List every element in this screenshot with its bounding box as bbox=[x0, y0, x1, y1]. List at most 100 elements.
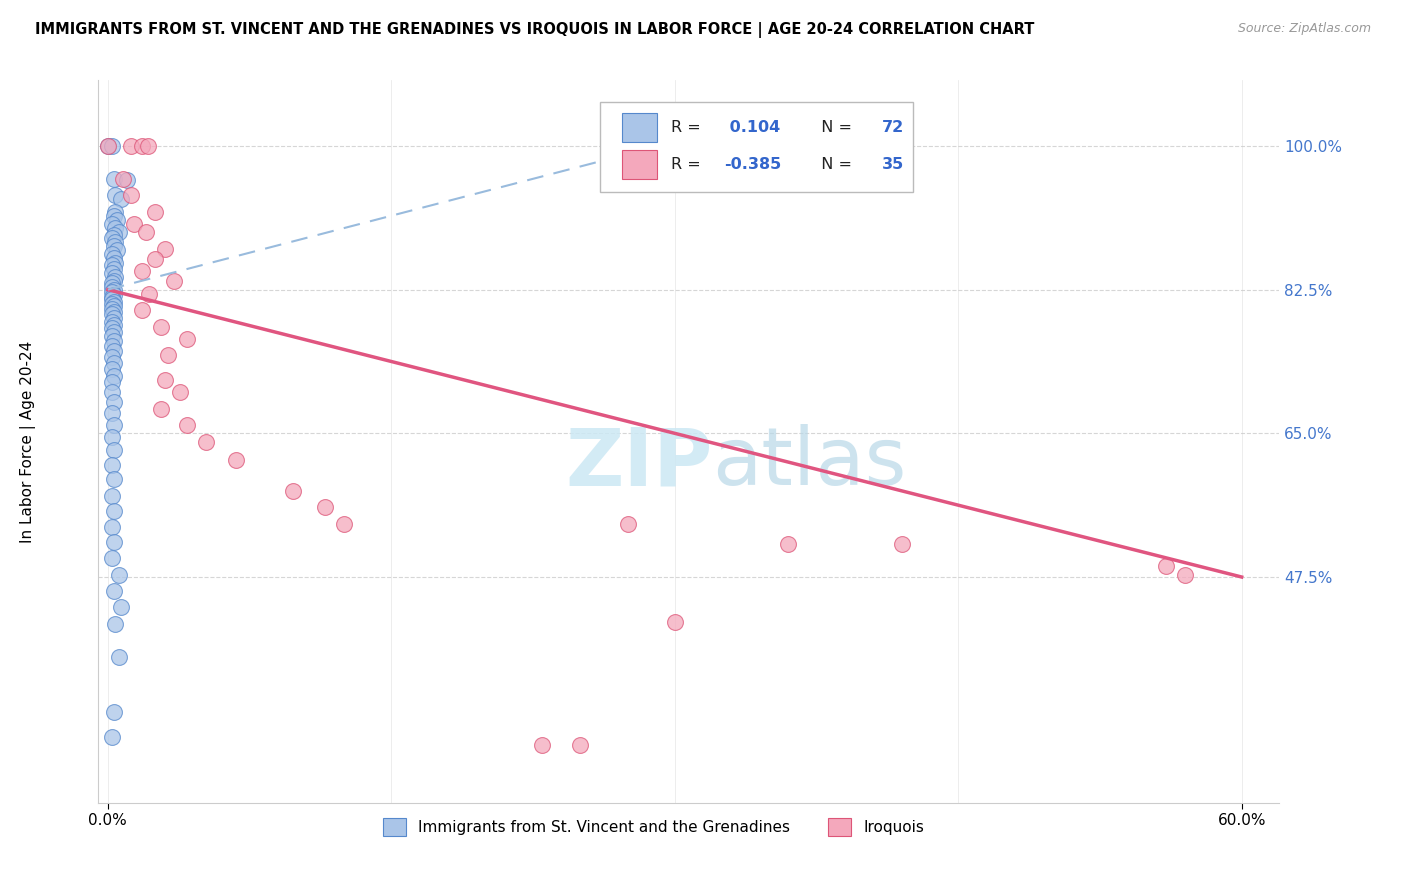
Point bbox=[100, 296, 122, 310]
Point bbox=[103, 706, 125, 720]
Text: atlas: atlas bbox=[713, 425, 907, 502]
Point bbox=[103, 275, 125, 289]
Point bbox=[100, 385, 122, 400]
Text: 72: 72 bbox=[882, 120, 904, 135]
Point bbox=[103, 295, 125, 310]
Point bbox=[143, 252, 166, 267]
Point bbox=[136, 139, 159, 153]
Text: R =: R = bbox=[671, 120, 706, 135]
Point bbox=[281, 483, 304, 498]
Point bbox=[108, 567, 131, 582]
Point bbox=[100, 321, 122, 335]
Point bbox=[105, 212, 128, 227]
Point bbox=[103, 283, 125, 297]
Point bbox=[100, 316, 122, 330]
Point bbox=[149, 401, 172, 416]
Point bbox=[103, 171, 125, 186]
Point bbox=[100, 458, 122, 472]
Point bbox=[100, 258, 122, 272]
Text: N =: N = bbox=[811, 157, 856, 172]
Text: N =: N = bbox=[811, 120, 856, 135]
Point bbox=[97, 139, 120, 153]
Point bbox=[103, 368, 125, 383]
Point bbox=[103, 252, 125, 266]
Point bbox=[104, 221, 127, 235]
Point bbox=[149, 319, 172, 334]
Point bbox=[100, 406, 122, 420]
Point bbox=[111, 171, 134, 186]
Text: R =: R = bbox=[671, 157, 706, 172]
FancyBboxPatch shape bbox=[621, 112, 657, 142]
Point bbox=[108, 225, 131, 239]
Point bbox=[143, 204, 166, 219]
Point bbox=[100, 217, 122, 231]
Point bbox=[103, 299, 125, 313]
Text: -0.385: -0.385 bbox=[724, 157, 782, 172]
Point bbox=[100, 362, 122, 376]
Point bbox=[103, 227, 125, 242]
Point bbox=[104, 235, 127, 249]
Point bbox=[103, 318, 125, 332]
Point bbox=[1154, 559, 1177, 574]
Point bbox=[108, 649, 131, 664]
Point bbox=[103, 356, 125, 370]
Point bbox=[124, 217, 146, 231]
Point bbox=[104, 270, 127, 285]
Point bbox=[100, 339, 122, 353]
Point bbox=[103, 262, 125, 277]
Text: IMMIGRANTS FROM ST. VINCENT AND THE GRENADINES VS IROQUOIS IN LABOR FORCE | AGE : IMMIGRANTS FROM ST. VINCENT AND THE GREN… bbox=[35, 22, 1035, 38]
Point bbox=[110, 600, 132, 615]
Point bbox=[103, 239, 125, 253]
Point bbox=[103, 326, 125, 340]
Point bbox=[105, 244, 128, 258]
Point bbox=[110, 192, 132, 206]
Point bbox=[131, 264, 153, 278]
Point bbox=[169, 385, 191, 400]
Point bbox=[97, 139, 120, 153]
Point bbox=[100, 307, 122, 321]
Text: 0.104: 0.104 bbox=[724, 120, 780, 135]
Point bbox=[103, 534, 125, 549]
Point bbox=[100, 276, 122, 290]
Point bbox=[333, 516, 356, 531]
Point bbox=[153, 373, 176, 387]
Point bbox=[616, 516, 638, 531]
FancyBboxPatch shape bbox=[621, 151, 657, 179]
Point bbox=[314, 500, 336, 515]
Point bbox=[104, 616, 127, 631]
Point bbox=[100, 285, 122, 299]
Y-axis label: In Labor Force | Age 20-24: In Labor Force | Age 20-24 bbox=[20, 341, 37, 542]
Point bbox=[664, 615, 686, 630]
Point bbox=[103, 503, 125, 517]
Point bbox=[163, 275, 186, 289]
Point bbox=[103, 344, 125, 359]
Point bbox=[569, 739, 592, 753]
Point bbox=[100, 551, 122, 566]
Point bbox=[103, 305, 125, 319]
Point bbox=[100, 301, 122, 316]
Point bbox=[176, 332, 198, 346]
Point bbox=[131, 303, 153, 318]
Point bbox=[100, 266, 122, 280]
Point bbox=[100, 430, 122, 444]
Point bbox=[103, 209, 125, 223]
Point bbox=[104, 188, 127, 202]
Text: ZIP: ZIP bbox=[565, 425, 713, 502]
Point bbox=[100, 231, 122, 245]
Point bbox=[138, 286, 160, 301]
Point bbox=[100, 247, 122, 261]
Text: Source: ZipAtlas.com: Source: ZipAtlas.com bbox=[1237, 22, 1371, 36]
Point bbox=[531, 739, 554, 753]
Point bbox=[100, 329, 122, 343]
Point bbox=[103, 395, 125, 409]
Point bbox=[157, 348, 180, 362]
Point bbox=[120, 139, 142, 153]
Point bbox=[115, 173, 138, 187]
Point bbox=[778, 537, 800, 551]
Point bbox=[100, 520, 122, 534]
Point bbox=[100, 290, 122, 304]
Point bbox=[103, 311, 125, 326]
Point bbox=[104, 204, 127, 219]
Point bbox=[225, 452, 247, 467]
Point bbox=[890, 537, 912, 551]
